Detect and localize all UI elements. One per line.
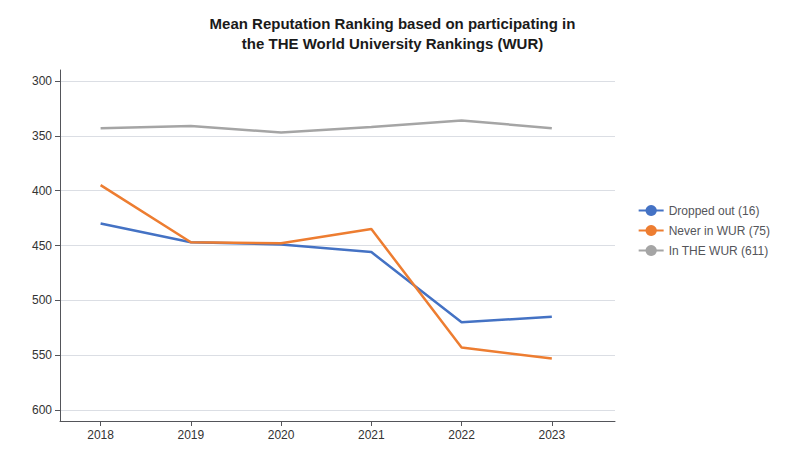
svg-text:500: 500 [32, 293, 52, 307]
svg-text:350: 350 [32, 129, 52, 143]
svg-text:2023: 2023 [538, 428, 565, 442]
svg-text:the THE World University Ranki: the THE World University Rankings (WUR) [242, 35, 543, 52]
svg-text:In THE WUR (611): In THE WUR (611) [669, 244, 769, 258]
svg-text:550: 550 [32, 348, 52, 362]
svg-text:400: 400 [32, 184, 52, 198]
svg-text:Never in WUR (75): Never in WUR (75) [669, 224, 770, 238]
svg-text:600: 600 [32, 403, 52, 417]
svg-text:450: 450 [32, 239, 52, 253]
svg-text:Dropped out (16): Dropped out (16) [669, 204, 760, 218]
svg-text:2020: 2020 [268, 428, 295, 442]
svg-text:300: 300 [32, 74, 52, 88]
svg-text:2019: 2019 [178, 428, 205, 442]
svg-text:2022: 2022 [448, 428, 475, 442]
svg-text:Mean Reputation Ranking based: Mean Reputation Ranking based on partici… [210, 15, 576, 32]
svg-text:2018: 2018 [87, 428, 114, 442]
svg-text:2021: 2021 [358, 428, 385, 442]
